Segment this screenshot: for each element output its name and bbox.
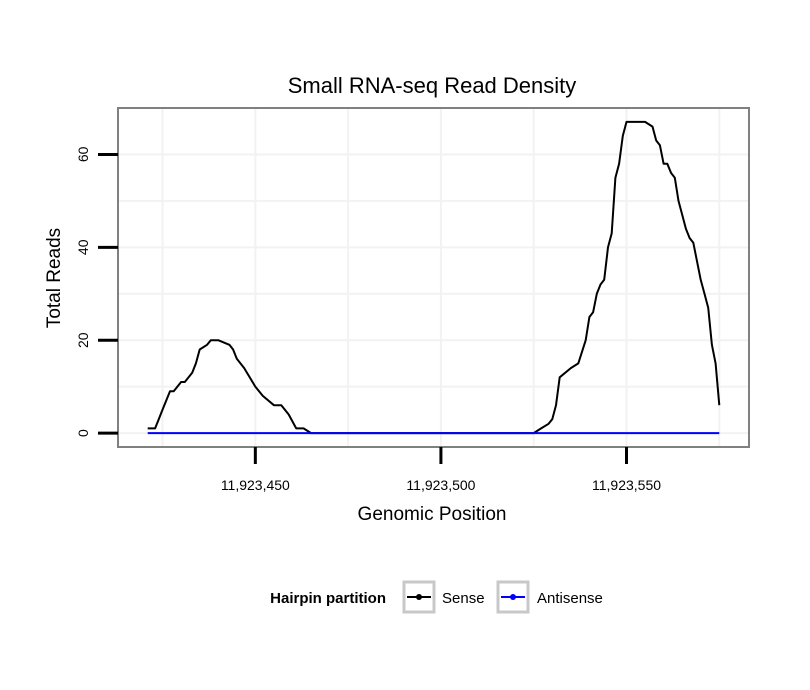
y-tick-label: 40 xyxy=(75,239,91,255)
grid-lines xyxy=(118,108,749,447)
legend-point-antisense xyxy=(510,594,516,600)
series-lines xyxy=(147,120,721,435)
y-axis-ticks: 0 20 40 60 xyxy=(75,146,118,437)
legend-title: Hairpin partition xyxy=(270,590,386,607)
series-line-sense xyxy=(147,120,721,435)
legend-label-antisense: Antisense xyxy=(537,590,603,607)
x-tick-label: 11,923,450 xyxy=(221,477,290,493)
legend-label-sense: Sense xyxy=(442,590,485,607)
y-tick-label: 0 xyxy=(75,429,91,437)
x-axis-ticks: 11,923,450 11,923,500 11,923,550 xyxy=(221,447,661,493)
chart-title: Small RNA-seq Read Density xyxy=(288,73,577,98)
y-axis-label: Total Reads xyxy=(44,228,65,328)
plot-panel-border xyxy=(117,107,750,448)
x-tick-label: 11,923,500 xyxy=(406,477,475,493)
y-tick-label: 20 xyxy=(75,332,91,348)
legend-point-sense xyxy=(416,594,422,600)
legend: Hairpin partition Sense Antisense xyxy=(270,580,603,614)
x-axis-label: Genomic Position xyxy=(358,504,507,525)
y-tick-label: 60 xyxy=(75,146,91,162)
x-tick-label: 11,923,550 xyxy=(592,477,661,493)
